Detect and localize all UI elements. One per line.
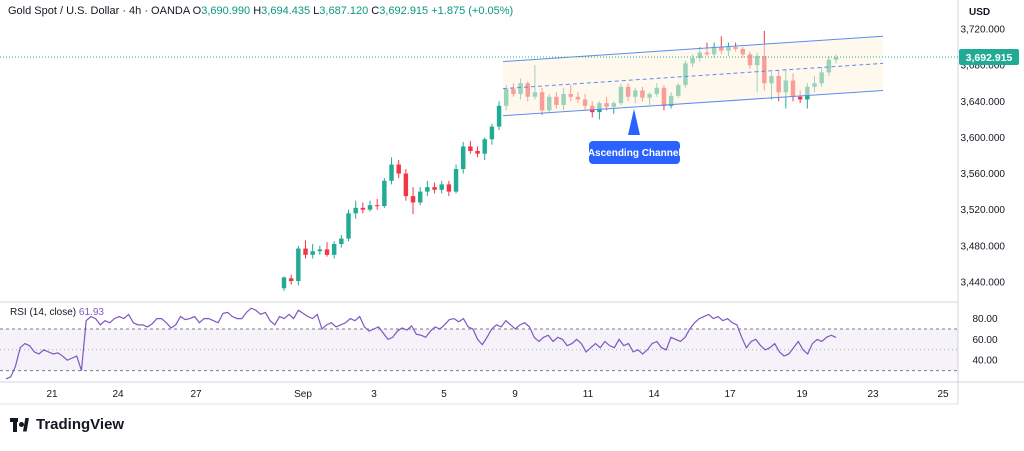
close-label: C <box>371 5 380 17</box>
time-tick-label: 27 <box>190 389 202 400</box>
symbol-name: Gold Spot / U.S. Dollar · 4h · OANDA <box>8 5 190 17</box>
candle-down <box>288 278 294 282</box>
candle-up <box>346 213 351 239</box>
candle-down <box>303 248 308 255</box>
candle-up <box>460 146 466 170</box>
price-tick-label: 3,640.000 <box>961 97 1006 108</box>
candle-up <box>496 105 502 127</box>
candle-up <box>310 251 315 255</box>
tradingview-logo[interactable]: TradingView <box>10 416 124 433</box>
rsi-name: RSI (14, close) <box>10 307 77 318</box>
price-tick-label: 3,440.000 <box>961 277 1006 288</box>
rsi-line <box>5 307 837 380</box>
candle-down <box>324 249 330 255</box>
candle-up <box>453 169 459 192</box>
candle-down <box>475 150 480 154</box>
rsi-legend[interactable]: RSI (14, close) 61.93 <box>10 307 104 318</box>
open-label: O <box>192 5 202 17</box>
rsi-tick-label: 80.00 <box>972 314 997 325</box>
price-tick-label: 3,560.000 <box>961 169 1006 180</box>
candle-down <box>432 187 437 190</box>
time-tick-label: 11 <box>583 389 594 400</box>
callout-box <box>589 141 680 164</box>
candle-up <box>439 184 444 190</box>
close-value: 3,692.915 <box>379 5 429 17</box>
time-tick-label: 5 <box>441 389 447 400</box>
time-tick-label: 24 <box>112 389 124 400</box>
time-tick-label: 19 <box>796 389 808 400</box>
rsi-band-fill <box>0 329 958 371</box>
change-value: +1.875 (+0.05%) <box>431 5 514 17</box>
candle-up <box>425 187 430 192</box>
candle-up <box>417 191 423 203</box>
price-tag-label: 3,692.915 <box>966 52 1013 64</box>
time-tick-label: 23 <box>867 389 879 400</box>
candle-up <box>482 139 487 154</box>
candle-up <box>382 180 387 207</box>
time-tick-label: 9 <box>512 389 518 400</box>
time-tick-label: 14 <box>648 389 660 400</box>
logo-text: TradingView <box>36 416 125 433</box>
candle-up <box>489 126 495 140</box>
symbol-header[interactable]: Gold Spot / U.S. Dollar · 4h · OANDA O3,… <box>8 5 513 17</box>
candle-down <box>360 207 366 210</box>
candle-down <box>468 146 473 151</box>
price-tick-label: 3,480.000 <box>961 241 1006 252</box>
high-value: 3,694.435 <box>261 5 311 17</box>
candle-up <box>389 164 394 181</box>
candle-up <box>296 248 301 282</box>
candle-down <box>410 196 416 203</box>
candle-down <box>374 205 380 207</box>
channel-upper-line <box>502 35 884 63</box>
time-tick-label: Sep <box>294 389 312 400</box>
candle-down <box>446 184 452 192</box>
callout-label: Ascending Channel <box>588 148 682 159</box>
price-tick-label: 3,680.000 <box>961 61 1006 72</box>
low-label: L <box>313 5 320 17</box>
time-tick-label: 21 <box>46 389 58 400</box>
candle-down <box>396 164 401 174</box>
rsi-tick-label: 60.00 <box>972 335 997 346</box>
candle-up <box>339 238 344 244</box>
candle-up <box>353 207 358 214</box>
rsi-tick-label: 40.00 <box>972 356 997 367</box>
low-value: 3,687.120 <box>319 5 369 17</box>
candle-up <box>331 244 337 255</box>
currency-label[interactable]: USD <box>969 7 991 18</box>
callout-pointer <box>628 109 640 136</box>
price-tick-label: 3,720.000 <box>961 25 1006 36</box>
tradingview-logo-icon <box>10 417 30 432</box>
candle-up <box>367 205 373 210</box>
candle-up <box>281 277 287 289</box>
time-tick-label: 3 <box>371 389 377 400</box>
price-tag-box <box>959 49 1019 66</box>
channel-mid-line <box>502 62 884 90</box>
high-label: H <box>253 5 262 17</box>
channel-lower-line <box>502 89 884 117</box>
candle-down <box>403 173 409 197</box>
time-tick-label: 17 <box>724 389 736 400</box>
price-tick-label: 3,600.000 <box>961 133 1006 144</box>
price-tick-label: 3,520.000 <box>961 205 1006 216</box>
candle-up <box>317 249 323 252</box>
open-value: 3,690.990 <box>201 5 251 17</box>
rsi-value: 61.93 <box>78 307 104 318</box>
candle-down <box>797 96 803 100</box>
time-tick-label: 25 <box>937 389 949 400</box>
